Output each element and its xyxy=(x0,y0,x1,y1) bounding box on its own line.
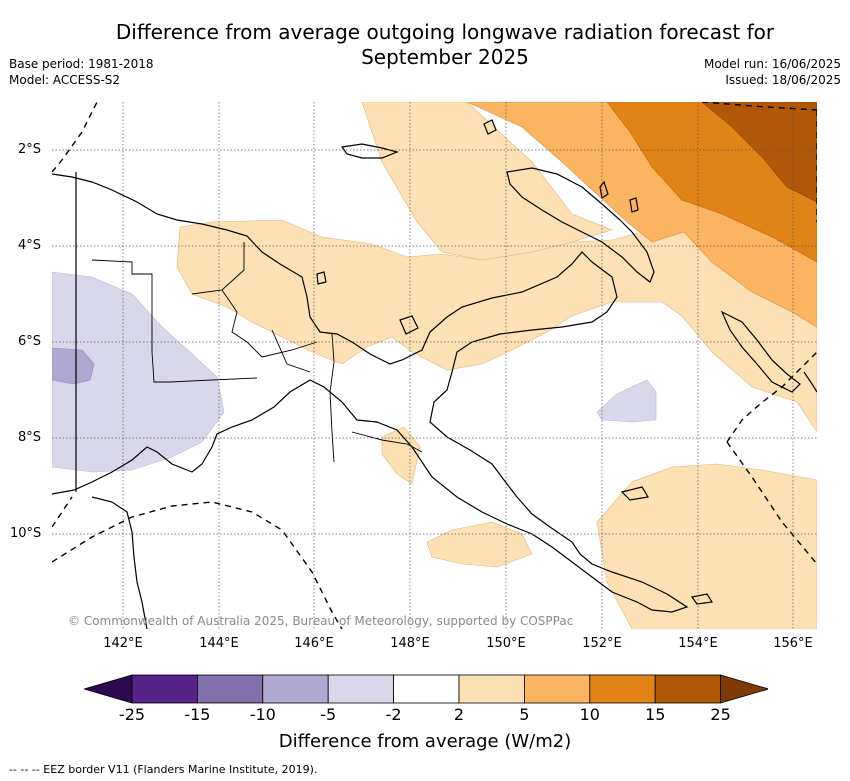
anomaly-region-light-purple-east xyxy=(596,379,657,423)
province-border-5 xyxy=(329,333,335,463)
issued-date: Issued: 18/06/2025 xyxy=(725,73,841,87)
eez-border-northeast xyxy=(701,102,817,111)
anomaly-region-brown xyxy=(701,102,817,203)
lat-label-2s: 2°S xyxy=(18,142,42,157)
eez-footnote: -- -- -- EEZ border V11 (Flanders Marine… xyxy=(9,763,318,776)
meta-right: Model run: 16/06/2025 Issued: 18/06/2025 xyxy=(704,56,841,88)
new-guinea-coast xyxy=(52,173,689,613)
province-border-7 xyxy=(351,431,423,453)
island-2 xyxy=(599,180,609,200)
lat-label-8s: 8°S xyxy=(18,430,42,445)
anomaly-region-light-orange xyxy=(176,219,817,433)
lon-label-144e: 144°E xyxy=(199,636,239,651)
eez-border-northwest xyxy=(52,102,98,173)
colorbar-segment-1 xyxy=(197,674,264,704)
australia-cape-york xyxy=(91,496,148,629)
title-line-1: Difference from average outgoing longwav… xyxy=(115,20,775,44)
colorbar-tick-label: -2 xyxy=(385,705,402,724)
lat-label-10s: 10°S xyxy=(10,526,42,541)
island-5 xyxy=(316,271,327,285)
colorbar xyxy=(84,674,768,704)
colorbar-segment-5 xyxy=(458,674,525,704)
title-line-2: September 2025 xyxy=(361,45,529,69)
colorbar-tick-label: -10 xyxy=(249,705,276,724)
manus-coast xyxy=(340,143,399,159)
colorbar-title: Difference from average (W/m2) xyxy=(278,731,572,752)
colorbar-tick-label: -15 xyxy=(184,705,211,724)
anomaly-region-light-purple-west xyxy=(52,271,225,473)
colorbar-segments xyxy=(84,674,768,704)
intl-border-png xyxy=(151,292,258,383)
anomaly-region-light-orange-southeast xyxy=(596,463,817,629)
colorbar-tick-label: 5 xyxy=(519,705,530,724)
anomaly-region-light-orange-north xyxy=(361,102,613,261)
colorbar-over-arrow xyxy=(720,674,768,704)
colorbar-tick-label: -5 xyxy=(320,705,337,724)
province-border-2 xyxy=(191,242,245,295)
province-borders xyxy=(91,242,423,463)
colorbar-segment-0 xyxy=(131,674,198,704)
eez-border-southeast-2 xyxy=(726,441,817,565)
model-name: Model: ACCESS-S2 xyxy=(9,73,121,87)
colorbar-segment-8 xyxy=(654,674,722,704)
bougainville-coast xyxy=(803,371,817,393)
new-ireland-coast xyxy=(720,310,801,393)
lon-label-156e: 156°E xyxy=(773,636,813,651)
base-period: Base period: 1981-2018 xyxy=(9,57,154,71)
province-border-3 xyxy=(221,289,263,358)
colorbar-segment-7 xyxy=(589,674,656,704)
colorbar-tick-label: 15 xyxy=(645,705,666,724)
lon-label-154e: 154°E xyxy=(678,636,718,651)
colorbar-under-arrow xyxy=(84,674,133,704)
colorbar-tick-label: 2 xyxy=(453,705,465,724)
lon-label-142e: 142°E xyxy=(103,636,143,651)
colorbar-tick-label: -25 xyxy=(118,705,146,724)
coastlines xyxy=(52,119,817,629)
lon-label-150e: 150°E xyxy=(486,636,526,651)
lat-label-4s: 4°S xyxy=(18,238,42,253)
model-run: Model run: 16/06/2025 xyxy=(703,57,841,71)
new-britain-coast xyxy=(506,167,655,283)
lon-label-148e: 148°E xyxy=(390,636,430,651)
colorbar-tick-label: 25 xyxy=(710,705,731,724)
province-border-4 xyxy=(261,341,318,358)
copyright-notice: © Commonwealth of Australia 2025, Bureau… xyxy=(68,614,574,628)
gridlines xyxy=(52,102,817,629)
lon-label-152e: 152°E xyxy=(582,636,622,651)
colorbar-segment-2 xyxy=(262,674,329,704)
island-4 xyxy=(399,315,419,335)
eez-borders xyxy=(52,102,817,629)
anomaly-region-medium-purple xyxy=(52,347,95,385)
island-6 xyxy=(620,486,649,501)
colorbar-tick-label: 10 xyxy=(579,705,600,724)
island-3 xyxy=(629,197,639,213)
colorbar-segment-4 xyxy=(393,674,460,704)
meta-left: Base period: 1981-2018 Model: ACCESS-S2 xyxy=(9,56,154,88)
map-panel xyxy=(52,102,817,629)
colorbar-segment-6 xyxy=(523,674,591,704)
province-border-1 xyxy=(91,259,153,292)
map-title: Difference from average outgoing longwav… xyxy=(40,20,850,70)
island-1 xyxy=(483,119,497,135)
lat-label-6s: 6°S xyxy=(18,334,42,349)
eez-border-southwest xyxy=(52,501,343,629)
province-border-6 xyxy=(271,329,311,373)
island-7 xyxy=(690,593,714,605)
lon-label-146e: 146°E xyxy=(294,636,334,651)
colorbar-segment-3 xyxy=(327,674,394,704)
